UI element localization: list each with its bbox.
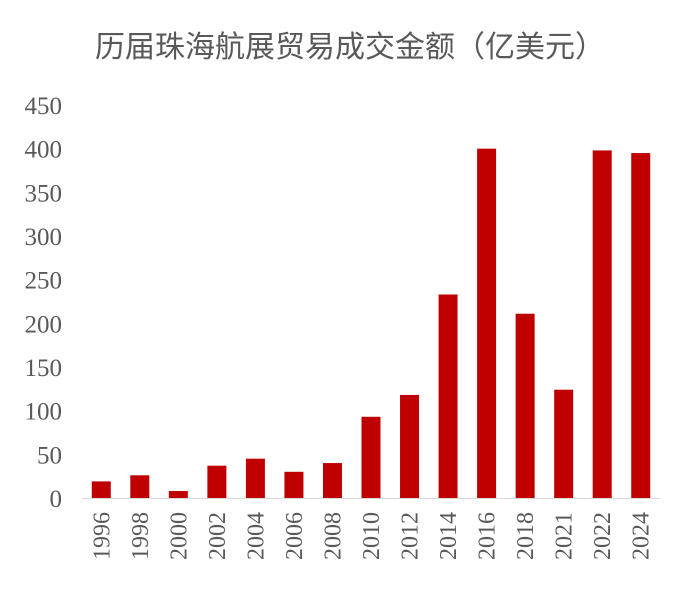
bar-1998 [130, 475, 150, 498]
y-tick-label: 400 [25, 137, 63, 164]
bar-1996 [91, 481, 111, 498]
y-tick-label: 50 [37, 442, 62, 469]
x-axis-ticks: 1996 1998 2000 2002 2004 2006 2008 2010 2012 2014… [89, 512, 654, 560]
x-tick-label: 2006 [282, 512, 308, 560]
y-tick-label: 150 [25, 355, 63, 382]
chart-title: 历届珠海航展贸易成交金额（亿美元） [95, 30, 605, 65]
bar-2021 [554, 389, 574, 498]
x-tick-label: 2008 [320, 512, 346, 560]
bar-2012 [400, 394, 420, 498]
x-tick-label: 2021 [552, 512, 578, 560]
bar-2014 [438, 294, 458, 498]
y-tick-label: 100 [25, 399, 63, 426]
bar-2000 [168, 491, 188, 498]
x-tick-label: 2002 [205, 512, 231, 560]
x-tick-label: 2010 [359, 512, 385, 560]
bar-2004 [245, 458, 265, 498]
x-tick-label: 2000 [166, 512, 192, 560]
x-tick-label: 1996 [89, 512, 115, 560]
bar-2010 [361, 416, 381, 498]
x-tick-label: 2024 [629, 512, 655, 560]
y-axis-ticks: 0 50 100 150 200 250 300 350 400 450 [25, 93, 63, 513]
x-tick-label: 1998 [128, 512, 154, 560]
y-tick-label: 450 [25, 93, 63, 120]
bar-2018 [515, 313, 535, 498]
bar-2016 [477, 148, 497, 498]
y-tick-label: 250 [25, 268, 63, 295]
bar-2008 [322, 463, 342, 498]
y-tick-label: 350 [25, 180, 63, 207]
bar-2024 [631, 153, 651, 499]
bar-2002 [207, 465, 227, 498]
y-tick-label: 300 [25, 224, 63, 251]
x-tick-label: 2004 [243, 512, 269, 560]
x-tick-label: 2012 [398, 512, 424, 560]
bar-series [91, 148, 651, 499]
bar-2022 [592, 150, 612, 498]
bar-2006 [284, 471, 304, 498]
x-tick-label: 2016 [475, 512, 501, 560]
x-tick-label: 2018 [513, 512, 539, 560]
y-tick-label: 0 [50, 486, 63, 513]
x-tick-label: 2022 [590, 512, 616, 560]
x-tick-label: 2014 [436, 512, 462, 560]
y-tick-label: 200 [25, 311, 63, 338]
